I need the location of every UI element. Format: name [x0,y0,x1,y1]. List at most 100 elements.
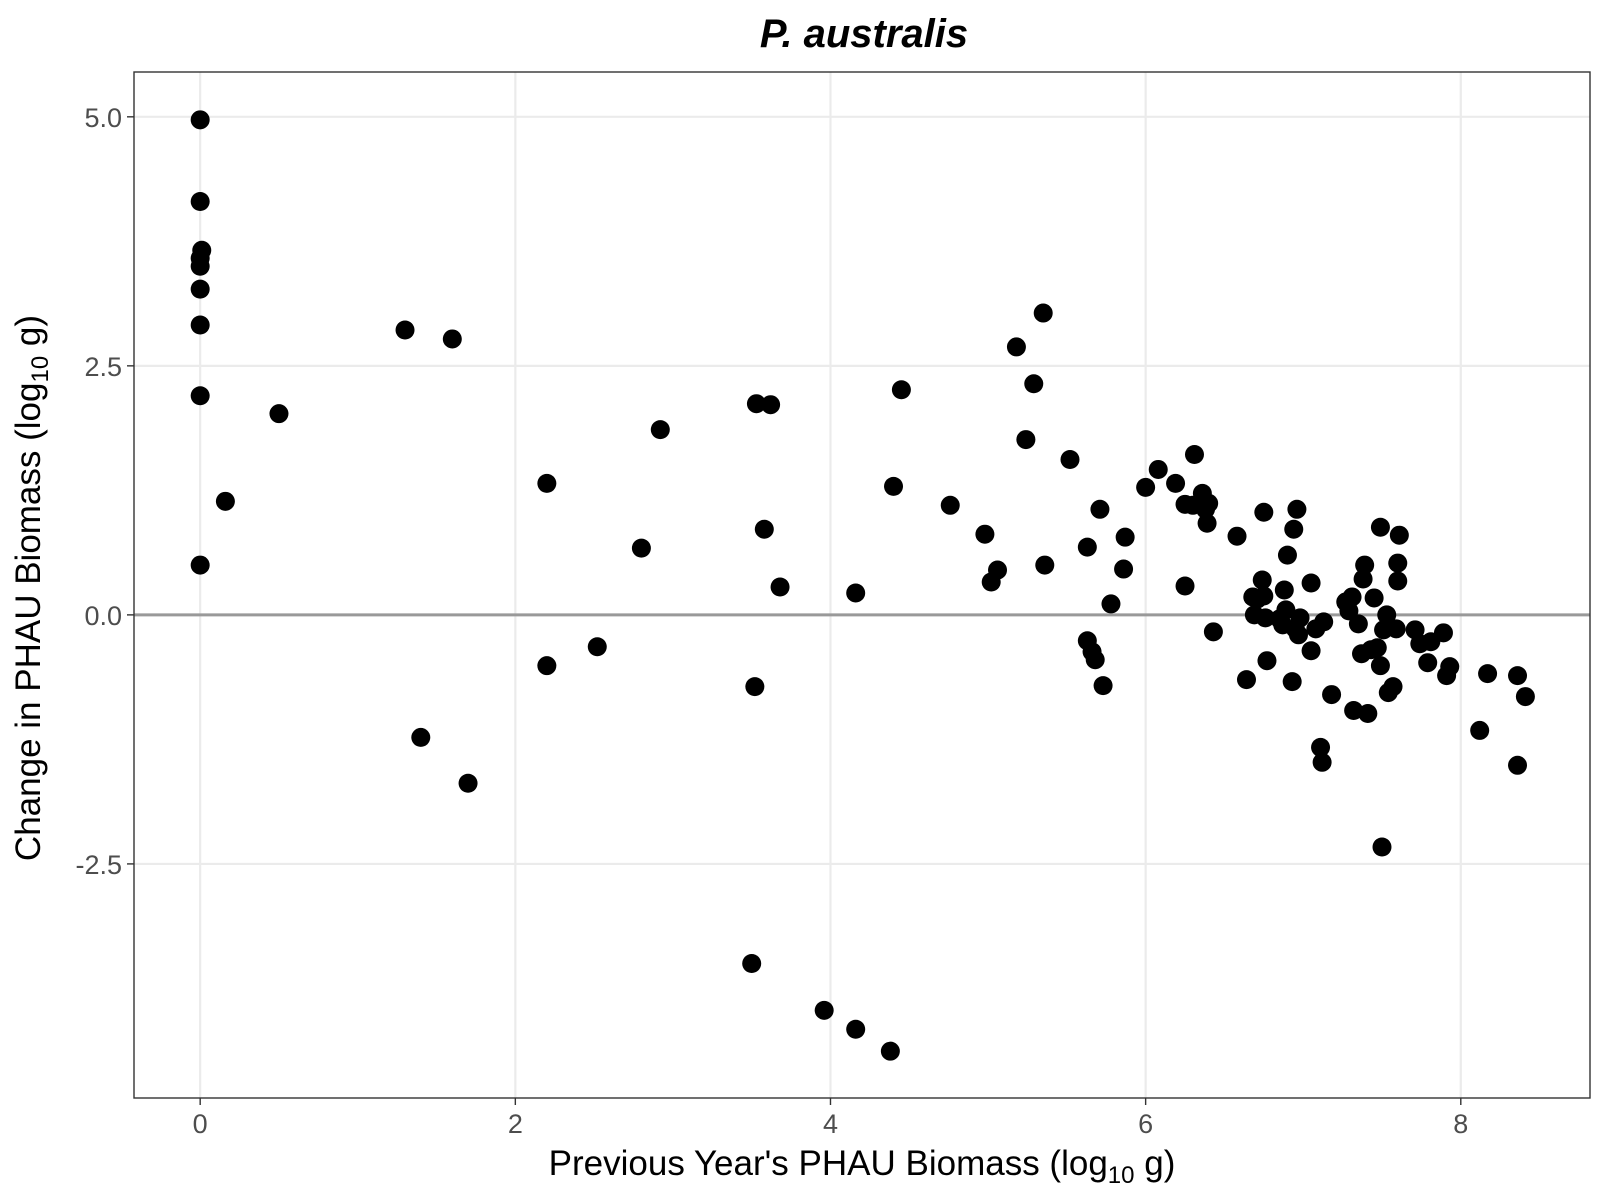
data-point [1282,672,1302,692]
data-point [770,577,790,597]
x-axis-title-main: Previous Year's PHAU Biomass (log [549,1144,1108,1183]
x-tick-label: 6 [1138,1109,1153,1139]
data-point [1255,608,1275,628]
data-point [742,954,762,974]
data-point [1136,477,1156,497]
x-tick-label: 4 [823,1109,838,1139]
data-point [1312,752,1332,772]
data-point [1508,755,1528,775]
data-point [1257,651,1277,671]
data-point [190,279,210,299]
data-point [1322,685,1342,705]
data-point [880,1041,900,1061]
data-point [1148,459,1168,479]
data-point [190,191,210,211]
data-point [761,395,781,415]
data-point [754,519,774,539]
data-point [1006,337,1026,357]
data-point [1090,499,1110,519]
x-axis-ticks: 0 2 4 6 8 [193,1098,1468,1139]
y-axis-title-subscript: 10 [27,356,54,383]
x-tick-label: 8 [1453,1109,1468,1139]
data-point [1348,614,1368,634]
data-point [1236,670,1256,690]
data-point [1301,641,1321,661]
data-point [537,473,557,493]
data-point [1370,517,1390,537]
data-point [1418,653,1438,673]
data-point [1288,625,1308,645]
data-point [846,583,866,603]
data-point [1077,537,1097,557]
data-point [940,495,960,515]
data-point [1254,502,1274,522]
x-axis-title-subscript: 10 [1108,1162,1135,1189]
data-point [631,538,651,558]
data-point [1370,656,1390,676]
data-point [746,394,766,414]
data-point [650,420,670,440]
data-point [215,491,235,511]
data-point [1383,677,1403,697]
data-point [1227,526,1247,546]
data-point [190,386,210,406]
data-point [442,329,462,349]
data-point [1358,703,1378,723]
data-point [1033,303,1053,323]
data-point [1114,559,1134,579]
data-point [1016,430,1036,450]
data-point [1364,588,1384,608]
data-point [1372,837,1392,857]
data-point [1440,657,1460,677]
data-point [1276,600,1296,620]
data-point [587,637,607,657]
data-point [1093,676,1113,696]
data-point [1203,622,1223,642]
data-point [269,404,289,424]
y-axis-title-main: Change in PHAU Biomass (log [9,383,48,862]
plot-panel [134,72,1590,1098]
data-point [1377,605,1397,625]
data-point [1470,720,1490,740]
x-axis-title-end: g) [1135,1144,1176,1183]
data-point [458,773,478,793]
data-point [1287,499,1307,519]
data-point [1515,687,1535,707]
data-point [190,256,210,276]
data-point [1252,570,1272,590]
data-point [1199,493,1219,513]
data-point [891,380,911,400]
data-point [1433,623,1453,643]
y-tick-label: 5.0 [84,103,122,133]
data-points [190,110,1535,1061]
data-point [1386,619,1406,639]
data-point [1311,737,1331,757]
data-point [1342,587,1362,607]
grid-lines [134,72,1590,1098]
data-point [1344,701,1364,721]
data-point [1277,545,1297,565]
data-point [814,1000,834,1020]
data-point [1367,638,1387,658]
data-point [190,110,210,130]
data-point [1254,586,1274,606]
data-point [1388,571,1408,591]
x-tick-label: 0 [193,1109,208,1139]
data-point [395,320,415,340]
y-axis-title: Change in PHAU Biomass (log10 g) [9,315,54,861]
y-tick-label: 0.0 [84,601,122,631]
data-point [1085,650,1105,670]
data-point [1024,374,1044,394]
data-point [988,560,1008,580]
x-axis-title: Previous Year's PHAU Biomass (log10 g) [549,1144,1176,1189]
data-point [1388,553,1408,573]
data-point [1274,580,1294,600]
data-point [1060,449,1080,469]
data-point [1508,666,1528,686]
y-tick-label: -2.5 [75,850,122,880]
data-point [1290,608,1310,628]
data-point [1115,527,1135,547]
data-point [1353,569,1373,589]
x-tick-label: 2 [508,1109,523,1139]
data-point [411,727,431,747]
